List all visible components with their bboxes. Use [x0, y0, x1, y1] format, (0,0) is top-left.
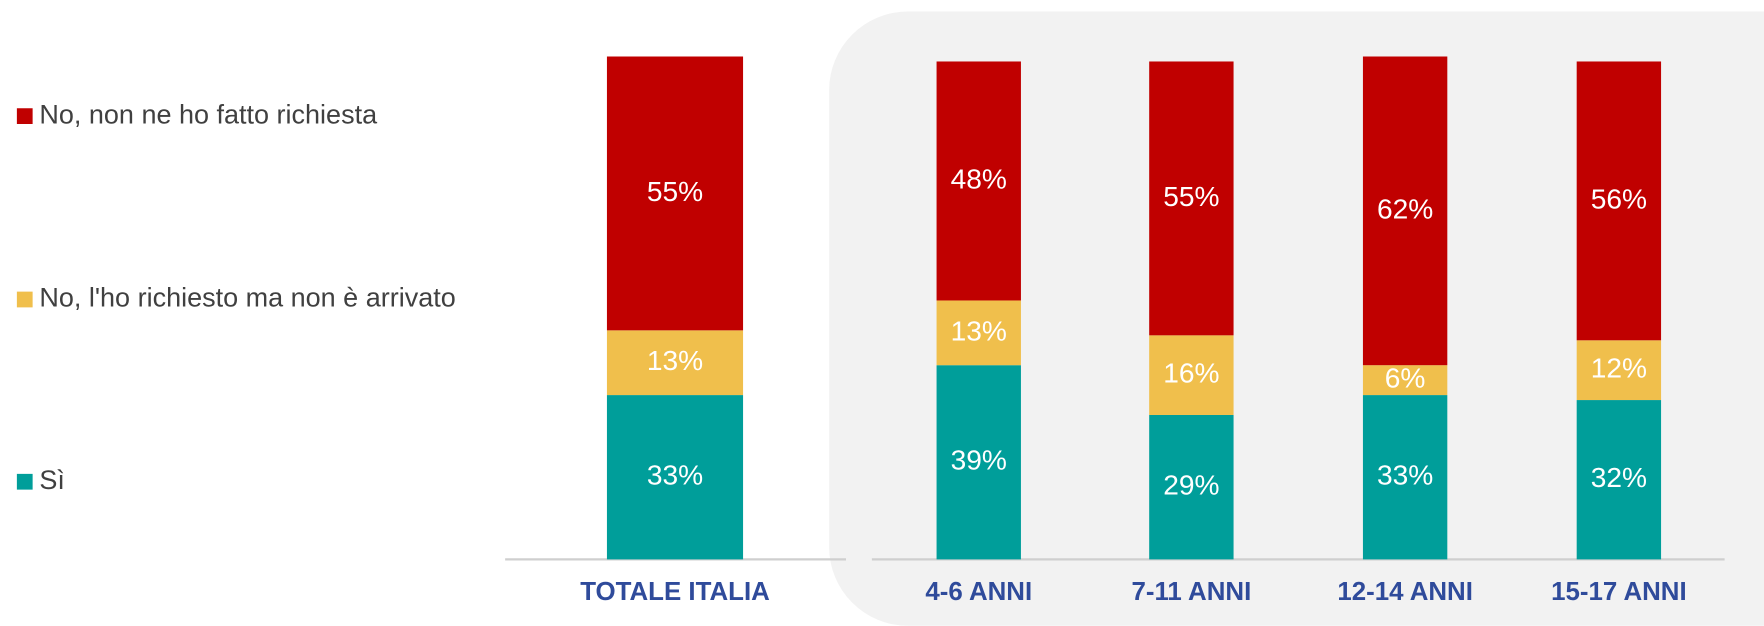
x-tick-label: 12-14 ANNI — [1337, 578, 1473, 606]
bar-segment — [606, 330, 744, 396]
bar-segment — [1149, 414, 1234, 560]
data-label: 48% — [951, 163, 1007, 194]
x-tick-label: 15-17 ANNI — [1551, 578, 1687, 606]
bar-segment — [1362, 56, 1448, 366]
legend-swatch — [16, 108, 33, 124]
data-label: 39% — [951, 445, 1007, 476]
data-label: 55% — [1163, 181, 1219, 212]
bar-segment — [1149, 61, 1234, 336]
legend-swatch — [16, 291, 33, 308]
bar-segment — [1362, 365, 1448, 396]
bar-segment — [1576, 400, 1662, 560]
data-label: 33% — [1377, 460, 1433, 491]
x-tick-label: 7-11 ANNI — [1131, 578, 1251, 606]
data-label: 13% — [951, 315, 1007, 346]
data-label: 12% — [1591, 353, 1647, 384]
group-panel — [829, 11, 1764, 626]
x-tick-label: 4-6 ANNI — [925, 578, 1032, 606]
legend-label: No, l'ho richiesto ma non è arrivato — [39, 283, 455, 313]
legend-label: Sì — [39, 465, 65, 495]
bar-segment — [1576, 61, 1662, 341]
bar-segment — [606, 395, 744, 560]
data-label: 6% — [1385, 363, 1426, 394]
x-tick-label: TOTALE ITALIA — [580, 578, 770, 606]
data-label: 32% — [1591, 462, 1647, 493]
bar-segment — [936, 61, 1021, 301]
data-label: 55% — [647, 176, 703, 207]
data-label: 56% — [1591, 183, 1647, 214]
legend-label: No, non ne ho fatto richiesta — [39, 99, 378, 129]
bar-segment — [1362, 395, 1448, 560]
data-label: 13% — [647, 345, 703, 376]
bar-segment — [606, 56, 744, 331]
bar-segment — [936, 365, 1021, 560]
bar-segment — [1149, 335, 1234, 415]
bar-segment — [1576, 340, 1662, 401]
legend-swatch — [16, 473, 33, 490]
data-label: 33% — [647, 460, 703, 491]
data-label: 62% — [1377, 193, 1433, 224]
data-label: 16% — [1163, 358, 1219, 389]
data-label: 29% — [1163, 470, 1219, 501]
bar-segment — [936, 300, 1021, 366]
